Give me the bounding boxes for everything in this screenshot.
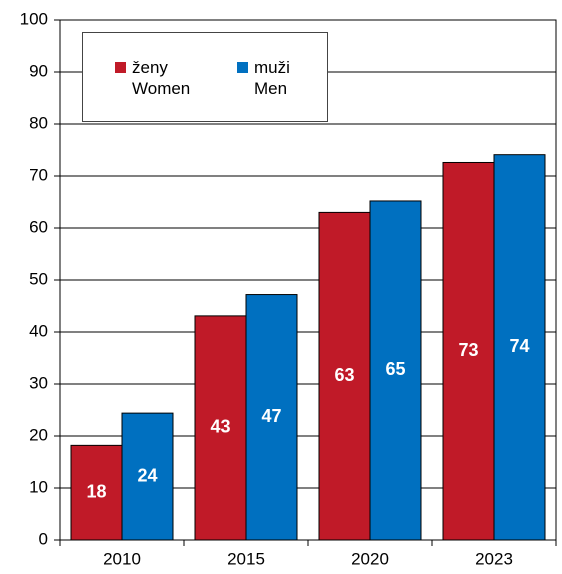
value-label: 47 — [261, 406, 281, 426]
y-tick-label: 90 — [29, 61, 48, 80]
value-label: 18 — [86, 481, 106, 501]
y-tick-label: 70 — [29, 165, 48, 184]
bar — [442, 161, 495, 541]
x-tick-label: 2020 — [351, 549, 389, 568]
legend-swatch — [237, 62, 248, 73]
bar — [121, 412, 174, 541]
bar — [245, 294, 298, 541]
y-tick-label: 0 — [39, 529, 48, 548]
bar — [493, 154, 546, 541]
y-tick-label: 20 — [29, 425, 48, 444]
legend: ženy Women muži Men — [82, 32, 328, 122]
bar — [318, 211, 371, 541]
y-tick-label: 100 — [20, 9, 48, 28]
legend-item: muži Men — [237, 57, 324, 99]
y-tick-label: 30 — [29, 373, 48, 392]
value-label: 74 — [509, 336, 529, 356]
legend-label: muži Men — [254, 58, 290, 98]
legend-label: ženy Women — [132, 58, 191, 98]
y-tick-label: 40 — [29, 321, 48, 340]
y-tick-label: 50 — [29, 269, 48, 288]
legend-item: ženy Women — [115, 57, 202, 99]
x-tick-label: 2015 — [227, 549, 265, 568]
x-tick-label: 2023 — [475, 549, 513, 568]
y-tick-label: 60 — [29, 217, 48, 236]
x-tick-label: 2010 — [103, 549, 141, 568]
value-label: 43 — [210, 417, 230, 437]
value-label: 73 — [458, 340, 478, 360]
value-label: 63 — [334, 365, 354, 385]
value-label: 24 — [137, 465, 157, 485]
legend-swatch — [115, 62, 126, 73]
bar — [369, 200, 422, 541]
value-label: 65 — [385, 359, 405, 379]
y-tick-label: 80 — [29, 113, 48, 132]
y-tick-label: 10 — [29, 477, 48, 496]
